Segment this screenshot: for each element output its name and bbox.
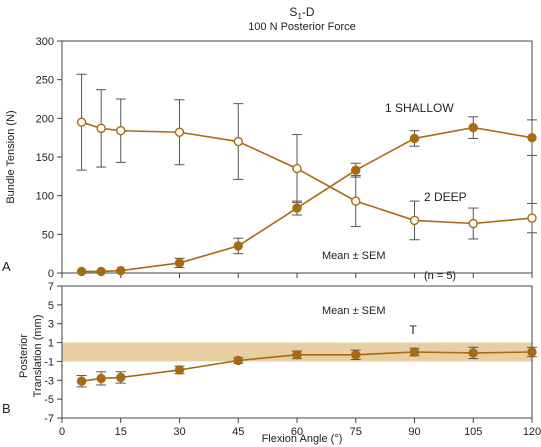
chart-subtitle: 100 N Posterior Force — [248, 21, 356, 33]
panel-a-y-tick-label: 300 — [36, 36, 54, 48]
x-tick-label: 120 — [523, 426, 541, 438]
panel-a-series-2-point — [351, 196, 361, 206]
x-tick-label: 90 — [408, 426, 420, 438]
panel-b-y-tick-label: 1 — [48, 338, 54, 350]
panel-b-series-1-point — [527, 347, 537, 357]
panel-a-ylabel: Bundle Tension (N) — [5, 110, 17, 203]
panel-b-series — [76, 346, 537, 388]
panel-a-series-1-point — [96, 266, 106, 277]
x-tick-label: 45 — [232, 426, 244, 438]
panel-a-series-2-point — [174, 127, 185, 137]
chart-title: S1-D — [289, 5, 314, 21]
panel-b-t-label: T — [409, 323, 417, 337]
series-1-label: 1 SHALLOW — [385, 101, 454, 115]
panel-a-series-2-point — [96, 123, 106, 134]
panel-b-series-1-point — [76, 376, 87, 386]
panel-b-label: B — [2, 401, 11, 416]
panel-b-series-1-point — [233, 355, 243, 366]
panel-b-y-tick-label: 7 — [48, 281, 54, 293]
panel-a-series-1-point — [292, 203, 302, 213]
panel-b-ylabel-line1: Posterior — [18, 334, 30, 378]
panel-b-ylabel-line2: Translation (mm) — [32, 315, 44, 398]
panel-b-series-1-point — [174, 365, 185, 375]
panel-a-series-1-point — [233, 241, 243, 251]
panel-b: -7 -5 -3 -1 1 3 5 7 0 15 30 45 60 75 90 105 120 Posterio… — [2, 281, 541, 445]
panel-a-series-1-point — [409, 133, 420, 144]
x-tick-label: 0 — [59, 426, 65, 438]
panel-a-axes: 0 50 100 150 200 250 300 — [36, 36, 533, 280]
panel-a-series-1-point — [351, 165, 361, 175]
panel-a-series-1-point — [116, 265, 126, 276]
panel-b-stat-label: Mean ± SEM — [322, 305, 386, 317]
panel-b-y-tick-label: 5 — [48, 300, 54, 312]
panel-a-series-2-line — [81, 121, 533, 225]
x-tick-label: 15 — [115, 426, 127, 438]
panel-b-series-1-point — [351, 350, 361, 360]
panel-a-stat-label: Mean ± SEM — [322, 250, 386, 262]
panel-b-y-tick-label: 3 — [48, 319, 54, 331]
panel-b-y-tick-label: -3 — [44, 375, 54, 387]
x-tick-label: 60 — [291, 426, 303, 438]
panel-a-y-tick-label: 50 — [42, 229, 54, 241]
panel-b-series-1-point — [96, 373, 106, 384]
panel-a-label: A — [2, 259, 11, 274]
panel-a-series-1-point — [174, 258, 185, 268]
panel-a-series-1-point — [76, 266, 87, 277]
panel-b-series-1-point — [409, 347, 420, 357]
panel-b-y-tick-label: -5 — [44, 394, 54, 406]
panel-b-series-1-line — [81, 351, 533, 383]
panel-a-y-tick-label: 0 — [48, 268, 54, 280]
panel-a-series-1-point — [527, 132, 537, 143]
panel-b-series-1-point — [468, 348, 478, 358]
panel-a-series-2-point — [116, 126, 126, 136]
panel-a-series-1-line — [81, 126, 533, 273]
x-axis-label: Flexion Angle (°) — [262, 433, 343, 445]
x-tick-label: 105 — [464, 426, 482, 438]
panel-b-y-tick-label: -1 — [44, 356, 54, 368]
panel-a-y-tick-label: 150 — [36, 152, 54, 164]
panel-a-series-2-point — [468, 218, 478, 229]
panel-a-y-tick-label: 250 — [36, 75, 54, 87]
panel-a-series-2-point — [233, 136, 243, 147]
panel-a-series — [76, 73, 537, 277]
series-2-label: 2 DEEP — [424, 190, 467, 204]
panel-b-axes: -7 -5 -3 -1 1 3 5 7 0 15 30 45 60 75 90 105 120 — [44, 281, 541, 438]
panel-a-series-2-point — [409, 215, 420, 226]
panel-a-series-2-point — [527, 213, 537, 223]
panel-a-y-tick-label: 200 — [36, 113, 54, 125]
x-tick-label: 30 — [173, 426, 185, 438]
panel-b-series-1-point — [292, 350, 302, 360]
x-tick-label: 75 — [350, 426, 362, 438]
panel-b-y-tick-label: -7 — [44, 413, 54, 425]
panel-a-series-2-point — [292, 163, 302, 174]
panel-a-series-1-point — [468, 122, 478, 133]
panel-a-series-2-point — [76, 117, 87, 127]
panel-b-series-1-point — [116, 372, 126, 383]
panel-a-n-label: (n = 5) — [424, 270, 456, 282]
panel-a-y-tick-label: 100 — [36, 191, 54, 203]
